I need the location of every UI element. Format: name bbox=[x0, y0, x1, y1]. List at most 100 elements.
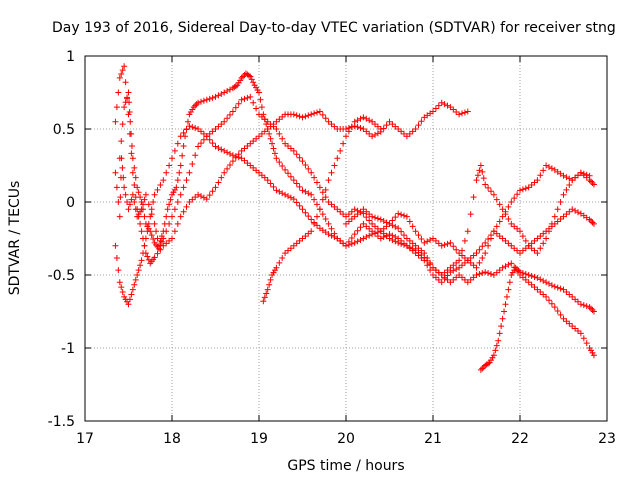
data-point bbox=[227, 162, 233, 169]
data-point bbox=[485, 184, 492, 191]
data-point bbox=[285, 193, 291, 200]
data-point bbox=[293, 180, 300, 187]
data-point bbox=[519, 270, 526, 277]
data-point bbox=[456, 257, 463, 264]
data-point bbox=[177, 191, 184, 198]
data-point bbox=[488, 271, 494, 278]
data-points bbox=[112, 63, 597, 373]
data-point bbox=[148, 206, 155, 213]
data-point bbox=[438, 242, 445, 249]
data-point bbox=[144, 253, 151, 260]
data-point bbox=[415, 232, 422, 239]
data-point bbox=[117, 194, 124, 201]
data-point bbox=[308, 191, 315, 198]
data-point bbox=[308, 111, 315, 118]
data-point bbox=[183, 203, 190, 210]
data-point bbox=[464, 228, 471, 235]
data-point bbox=[519, 233, 526, 240]
data-point bbox=[261, 294, 268, 301]
data-point bbox=[279, 190, 286, 197]
data-point bbox=[334, 155, 341, 162]
data-point bbox=[267, 276, 274, 283]
x-tick-label: 18 bbox=[163, 431, 181, 447]
data-point bbox=[357, 224, 364, 231]
data-point bbox=[386, 220, 393, 227]
x-tick-label: 23 bbox=[598, 431, 616, 447]
data-point bbox=[316, 108, 323, 115]
data-point bbox=[195, 143, 202, 150]
data-point bbox=[287, 173, 294, 180]
data-point bbox=[235, 100, 242, 107]
data-point bbox=[279, 162, 286, 169]
data-point bbox=[517, 228, 523, 235]
data-point bbox=[227, 150, 233, 157]
data-point bbox=[264, 177, 271, 184]
data-point bbox=[586, 304, 593, 311]
data-point bbox=[131, 199, 138, 205]
data-point bbox=[157, 181, 164, 188]
data-point bbox=[316, 184, 323, 191]
data-point bbox=[135, 267, 142, 274]
data-point bbox=[183, 126, 190, 133]
data-point bbox=[534, 177, 541, 184]
data-point bbox=[537, 276, 544, 283]
data-point bbox=[354, 238, 361, 245]
data-point bbox=[163, 228, 170, 235]
data-point bbox=[398, 228, 405, 235]
data-point bbox=[112, 242, 119, 249]
data-point bbox=[112, 169, 119, 176]
data-point bbox=[506, 279, 513, 286]
data-point bbox=[180, 208, 187, 215]
data-point bbox=[503, 293, 510, 300]
data-point bbox=[351, 206, 358, 213]
data-point bbox=[505, 286, 512, 293]
data-point bbox=[354, 124, 361, 131]
data-point bbox=[501, 308, 508, 315]
data-point bbox=[540, 277, 547, 284]
data-point bbox=[577, 330, 584, 337]
data-point bbox=[488, 232, 494, 239]
x-tick-label: 21 bbox=[424, 431, 442, 447]
data-point bbox=[590, 308, 597, 315]
data-point bbox=[444, 272, 451, 279]
data-point bbox=[119, 164, 126, 171]
data-point bbox=[126, 99, 133, 106]
data-point bbox=[563, 186, 570, 193]
data-point bbox=[319, 111, 326, 118]
data-point bbox=[557, 311, 564, 318]
data-point bbox=[141, 242, 148, 249]
data-point bbox=[126, 130, 133, 137]
data-point bbox=[113, 184, 120, 191]
data-point bbox=[476, 259, 483, 266]
series-arc-b bbox=[116, 89, 593, 271]
data-point bbox=[232, 83, 239, 90]
data-point bbox=[383, 219, 390, 226]
x-tick-label: 20 bbox=[337, 431, 355, 447]
data-point bbox=[115, 89, 122, 96]
data-point bbox=[218, 174, 225, 181]
data-point bbox=[186, 169, 193, 176]
data-point bbox=[492, 347, 499, 354]
data-point bbox=[189, 161, 196, 168]
data-point bbox=[441, 275, 448, 282]
data-point bbox=[517, 187, 523, 194]
data-point bbox=[171, 228, 178, 235]
data-point bbox=[461, 237, 468, 244]
data-point bbox=[118, 284, 125, 291]
data-point bbox=[325, 231, 332, 238]
data-point bbox=[328, 232, 335, 239]
data-point bbox=[461, 109, 468, 116]
data-point bbox=[479, 243, 486, 250]
data-point bbox=[198, 140, 204, 147]
data-point bbox=[360, 235, 367, 242]
data-point bbox=[322, 186, 329, 193]
data-point bbox=[331, 162, 338, 169]
data-point bbox=[493, 196, 500, 203]
data-point bbox=[163, 213, 170, 220]
data-point bbox=[113, 104, 120, 111]
data-point bbox=[479, 254, 486, 261]
x-tick-label: 19 bbox=[250, 431, 268, 447]
data-point bbox=[508, 199, 515, 205]
data-point bbox=[209, 94, 216, 101]
data-point bbox=[305, 213, 312, 220]
